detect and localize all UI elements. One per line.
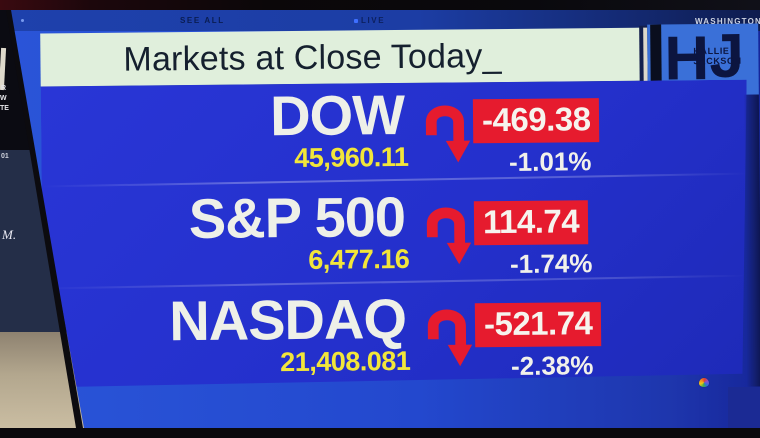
down-arrow-icon [426,295,473,385]
correspondent-last-name: JACKSON [693,55,742,67]
down-arrow-icon [424,91,471,181]
market-row-sp500: S&P 500 6,477.16 114.74 -1.74% [42,189,749,297]
index-name: S&P 500 [188,184,406,251]
see-all-label: SEE ALL [180,16,225,25]
live-label: LIVE [361,16,386,25]
market-row-dow: DOW 45,960.11 -469.38 -1.01% [41,87,748,195]
live-dot-icon [354,18,358,23]
corner-dim-area [728,387,760,428]
edge-text-fragment: M. [2,227,17,242]
headline-bar: Markets at Close Today_ [40,27,642,87]
studio-background-top [0,0,760,11]
change-badge: -521.74 [475,302,602,347]
correspondent-name: HALLIE JACKSON [693,46,741,66]
bullet-dot-icon [21,19,24,22]
edge-text-fragment: W [0,95,7,102]
edge-text-fragment: R [1,85,7,92]
headline-title: Markets at Close Today_ [123,37,502,79]
live-indicator: LIVE [354,16,385,25]
broadcast-top-bar: SEE ALL LIVE WASHINGTON [8,10,760,31]
index-name: NASDAQ [168,286,407,353]
location-label: WASHINGTON [695,17,760,26]
index-name: DOW [269,82,405,148]
peacock-icon [699,378,709,387]
index-value: 45,960.11 [294,141,409,174]
index-value: 6,477.16 [308,243,410,275]
change-percent: -1.01% [508,146,592,177]
edge-text-fragment: TE [0,105,9,112]
change-badge: -469.38 [473,98,600,143]
monitor-screen: SEE ALL LIVE WASHINGTON NBC NEWS NOW Mar… [8,10,760,428]
down-arrow-icon [425,193,472,283]
edge-text-fragment: 01 [1,153,9,160]
change-percent: -2.38% [510,350,594,381]
change-percent: -1.74% [509,248,593,279]
monitor-edge-shade [743,94,760,387]
market-row-nasdaq: NASDAQ 21,408.081 -521.74 -2.38% [43,291,750,399]
change-badge: 114.74 [474,200,589,245]
graphic-tilt-wrapper: Markets at Close Today_ H J HALLIE JACKS… [8,10,760,432]
correspondent-first-name: HALLIE [693,45,730,57]
markets-panel: DOW 45,960.11 -469.38 -1.01% S&P 500 6,4… [41,80,750,388]
index-value: 21,408.081 [280,345,411,378]
